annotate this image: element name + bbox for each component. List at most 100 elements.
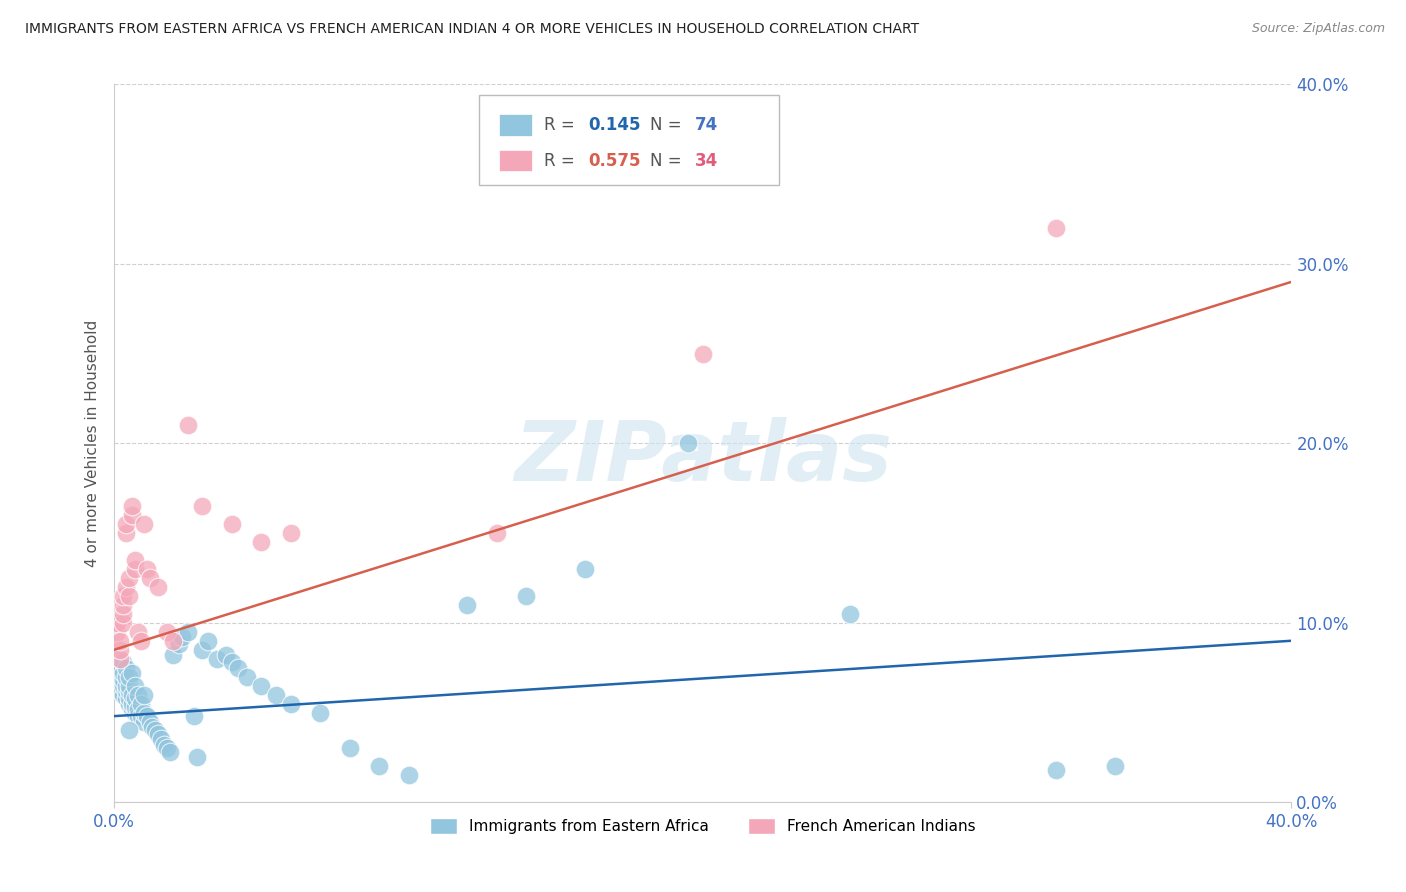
Point — [138, 714, 160, 729]
Point — [121, 499, 143, 513]
Point — [156, 741, 179, 756]
Point — [153, 738, 176, 752]
Point — [197, 633, 219, 648]
Text: N =: N = — [650, 152, 686, 169]
Point — [115, 526, 138, 541]
Text: Source: ZipAtlas.com: Source: ZipAtlas.com — [1251, 22, 1385, 36]
Point — [839, 607, 862, 621]
Point — [127, 709, 149, 723]
Text: R =: R = — [544, 116, 579, 134]
Point — [105, 670, 128, 684]
Point — [115, 580, 138, 594]
Point — [127, 702, 149, 716]
Point — [115, 670, 138, 684]
Point — [111, 679, 134, 693]
Point — [118, 679, 141, 693]
Point — [118, 697, 141, 711]
Point — [108, 633, 131, 648]
Point — [1045, 763, 1067, 777]
Point — [191, 642, 214, 657]
Text: R =: R = — [544, 152, 579, 169]
Point — [135, 709, 157, 723]
Point — [124, 679, 146, 693]
Point — [111, 666, 134, 681]
Text: 74: 74 — [695, 116, 718, 134]
Point — [111, 655, 134, 669]
Point — [111, 688, 134, 702]
Point — [132, 517, 155, 532]
Point — [124, 700, 146, 714]
Text: N =: N = — [650, 116, 686, 134]
Point — [111, 673, 134, 688]
Point — [250, 535, 273, 549]
Point — [118, 691, 141, 706]
Point — [170, 630, 193, 644]
Point — [115, 684, 138, 698]
Point — [124, 691, 146, 706]
Point — [221, 655, 243, 669]
Bar — [499, 114, 531, 136]
Point — [1045, 221, 1067, 235]
Point — [111, 598, 134, 612]
Point — [456, 598, 478, 612]
Bar — [499, 150, 531, 171]
Point — [183, 709, 205, 723]
Point — [264, 688, 287, 702]
Point — [132, 706, 155, 720]
Point — [121, 508, 143, 523]
Point — [235, 670, 257, 684]
Point — [145, 723, 167, 738]
Point — [162, 633, 184, 648]
Point — [108, 684, 131, 698]
Point — [118, 723, 141, 738]
Point — [574, 562, 596, 576]
Point — [105, 624, 128, 639]
Point — [105, 679, 128, 693]
Point — [177, 624, 200, 639]
Point — [485, 526, 508, 541]
Point — [121, 688, 143, 702]
Point — [115, 661, 138, 675]
Point — [124, 706, 146, 720]
Point — [215, 648, 238, 662]
Point — [148, 727, 170, 741]
Point — [280, 697, 302, 711]
Point — [127, 688, 149, 702]
Point — [105, 615, 128, 630]
Point — [132, 688, 155, 702]
Point — [186, 750, 208, 764]
Point — [121, 666, 143, 681]
Legend: Immigrants from Eastern Africa, French American Indians: Immigrants from Eastern Africa, French A… — [430, 818, 976, 834]
Point — [121, 697, 143, 711]
Point — [515, 589, 537, 603]
Point — [111, 615, 134, 630]
Point — [132, 714, 155, 729]
Point — [129, 697, 152, 711]
Point — [108, 642, 131, 657]
Point — [339, 741, 361, 756]
Point — [309, 706, 332, 720]
Point — [156, 624, 179, 639]
Point — [135, 562, 157, 576]
Text: 0.575: 0.575 — [589, 152, 641, 169]
Point — [111, 589, 134, 603]
Point — [138, 571, 160, 585]
Point — [124, 562, 146, 576]
Point — [127, 624, 149, 639]
FancyBboxPatch shape — [479, 95, 779, 185]
Point — [115, 679, 138, 693]
Point — [368, 759, 391, 773]
Point — [118, 571, 141, 585]
Point — [398, 768, 420, 782]
Text: ZIPatlas: ZIPatlas — [513, 417, 891, 499]
Point — [221, 517, 243, 532]
Point — [108, 673, 131, 688]
Point — [1104, 759, 1126, 773]
Point — [141, 720, 163, 734]
Point — [121, 702, 143, 716]
Point — [250, 679, 273, 693]
Point — [167, 637, 190, 651]
Point — [108, 666, 131, 681]
Point — [118, 684, 141, 698]
Point — [118, 670, 141, 684]
